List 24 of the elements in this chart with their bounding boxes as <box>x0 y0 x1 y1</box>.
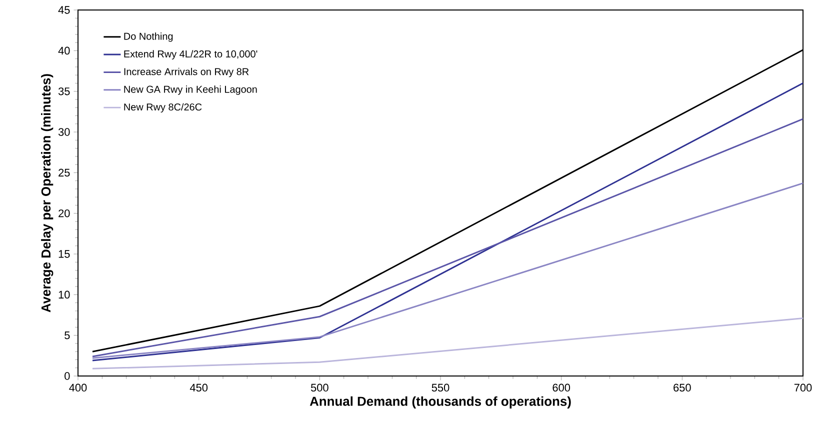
legend-label: Do Nothing <box>124 32 173 42</box>
y-tick-label: 35 <box>58 87 70 96</box>
y-tick-label: 0 <box>64 372 70 380</box>
y-tick-label: 45 <box>58 6 70 14</box>
y-tick-label: 10 <box>58 290 70 299</box>
legend-label: New GA Rwy in Keehi Lagoon <box>124 86 257 95</box>
y-tick-label: 30 <box>58 128 70 136</box>
x-tick-label: 700 <box>794 384 812 392</box>
x-tick-label: 400 <box>69 384 87 392</box>
legend-label: New Rwy 8C/26C <box>124 103 202 112</box>
y-tick-label: 40 <box>58 46 70 55</box>
legend-label: Increase Arrivals on Rwy 8R <box>124 68 249 78</box>
x-tick-label: 600 <box>552 384 570 392</box>
x-tick-label: 650 <box>674 384 691 392</box>
y-tick-label: 5 <box>64 332 70 340</box>
x-tick-label: 450 <box>190 384 208 392</box>
x-axis-title: Annual Demand (thousands of operations) <box>310 396 571 408</box>
y-tick-label: 15 <box>58 250 70 258</box>
x-tick-label: 500 <box>310 384 328 392</box>
legend-label: Extend Rwy 4L/22R to 10,000' <box>124 50 258 60</box>
y-tick-label: 20 <box>58 209 70 218</box>
y-axis-title: Average Delay per Operation (minutes) <box>41 74 54 312</box>
x-tick-label: 550 <box>432 384 450 392</box>
y-tick-label: 25 <box>58 168 70 177</box>
